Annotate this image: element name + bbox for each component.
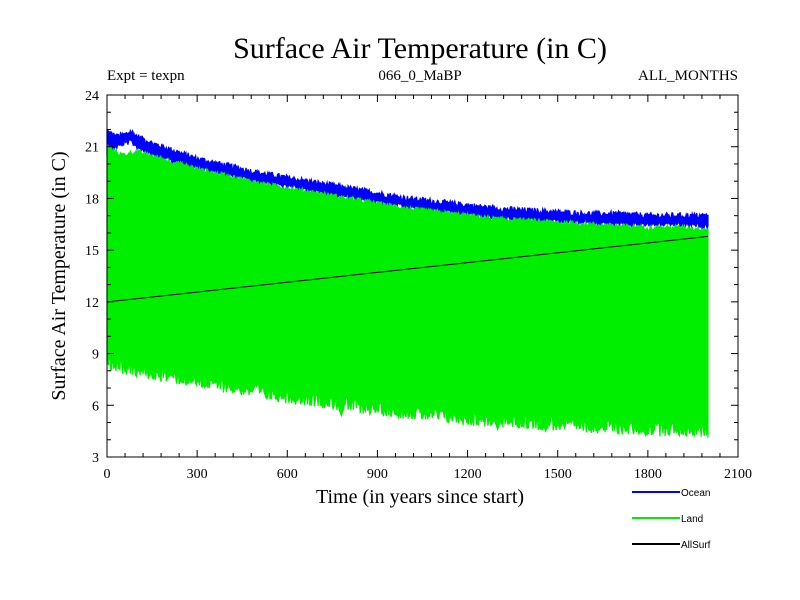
legend-label-ocean: Ocean bbox=[681, 488, 710, 499]
y-tick-label: 9 bbox=[92, 348, 99, 363]
x-tick-label: 600 bbox=[277, 467, 298, 482]
x-axis-label: Time (in years since start) bbox=[316, 486, 524, 508]
y-tick-label: 3 bbox=[92, 451, 99, 466]
legend-label-allsurf: AllSurf bbox=[681, 540, 711, 551]
y-tick-label: 15 bbox=[85, 244, 99, 259]
series-allsurf-line bbox=[106, 235, 709, 303]
axes: 0 300 600 900 1200 1500 1800 2100 3 6 9 12 15 18 21 24 bbox=[85, 89, 752, 482]
y-tick-label: 6 bbox=[92, 399, 99, 414]
legend: Ocean Land AllSurf bbox=[632, 488, 711, 551]
y-tick-label: 21 bbox=[85, 141, 99, 156]
plot-frame bbox=[106, 94, 739, 458]
chart-title: Surface Air Temperature (in C) bbox=[233, 32, 607, 65]
plot-area bbox=[106, 128, 709, 438]
x-tick-label: 1200 bbox=[454, 467, 482, 482]
x-tick-label: 1800 bbox=[634, 467, 662, 482]
y-tick-label: 24 bbox=[85, 89, 99, 104]
chart-subtitle-right: ALL_MONTHS bbox=[638, 68, 738, 84]
x-tick-label: 300 bbox=[187, 467, 208, 482]
chart-subtitle-left: Expt = texpn bbox=[107, 68, 185, 84]
legend-label-land: Land bbox=[681, 514, 703, 525]
chart-subtitle-center: 066_0_MaBP bbox=[378, 68, 461, 84]
y-tick-label: 18 bbox=[85, 192, 99, 207]
x-tick-label: 1500 bbox=[544, 467, 572, 482]
y-tick-label: 12 bbox=[85, 296, 99, 311]
x-tick-label: 900 bbox=[367, 467, 388, 482]
y-axis-label: Surface Air Temperature (in C) bbox=[48, 151, 70, 400]
x-tick-label: 0 bbox=[104, 467, 111, 482]
x-tick-label: 2100 bbox=[724, 467, 752, 482]
series-land-band bbox=[106, 144, 709, 438]
